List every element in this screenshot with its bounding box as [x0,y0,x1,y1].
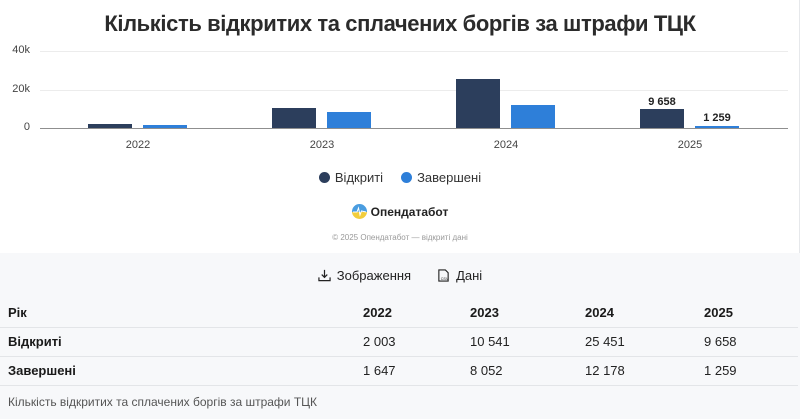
cell-closed-2025: 1 259 [696,356,798,386]
download-data-label: Дані [456,268,483,283]
cell-open-2023: 10 541 [462,327,577,357]
bar-2024-open[interactable] [456,79,500,128]
legend-label-closed: Завершені [417,170,482,185]
legend-item-open[interactable]: Відкриті [318,170,384,185]
x-tick-2024: 2024 [493,139,519,151]
bar-2023-open[interactable] [272,108,316,128]
csv-file-icon: CSV [438,269,449,282]
cell-open-2025: 9 658 [696,327,798,357]
chart-card: Кількість відкритих та сплачених боргів … [0,0,800,253]
bar-label-2025-closed: 1 259 [703,112,731,124]
row-label-closed: Завершені [0,356,355,386]
cell-open-2024: 25 451 [577,327,696,357]
x-tick-2022: 2022 [125,139,151,151]
svg-text:CSV: CSV [441,277,449,281]
cell-open-2022: 2 003 [355,327,462,357]
y-tick-20k: 20k [12,83,30,95]
header-2023: 2023 [462,298,577,328]
bar-2025-closed[interactable] [695,126,739,128]
brand-logo-block[interactable]: Опендатабот [0,204,800,219]
cell-closed-2023: 8 052 [462,356,577,386]
header-year: Рік [0,298,355,328]
opendatabot-logo-icon [351,204,367,219]
header-2022: 2022 [355,298,462,328]
legend-swatch-closed-icon [401,172,413,183]
credit-text: © 2025 Опендатабот — відкриті дані [332,233,468,242]
download-icon [318,269,331,282]
download-data-button[interactable]: CSV Дані [437,268,482,283]
table-row: Відкриті 2 003 10 541 25 451 9 658 [0,327,798,357]
bar-label-2025-open: 9 658 [648,96,676,108]
header-2025: 2025 [696,298,798,328]
data-table: Рік 2022 2023 2024 2025 Відкриті 2 003 1… [0,298,798,386]
x-axis-line [40,128,788,129]
chart-title: Кількість відкритих та сплачених боргів … [104,11,696,36]
x-tick-2025: 2025 [677,139,703,151]
bar-chart-plot: 40k 20k 0 2022 2023 2024 2025 9 658 1 25… [0,0,800,160]
download-image-label: Зображення [336,268,412,283]
bar-2025-open[interactable] [640,109,684,128]
legend-swatch-open-icon [318,172,330,183]
legend-label-open: Відкриті [334,170,384,185]
brand-name: Опендатабот [370,204,449,219]
table-header-row: Рік 2022 2023 2024 2025 [0,298,798,328]
gridline-40k [40,51,788,52]
export-actions: Зображення CSV Дані [0,268,800,283]
bar-2024-closed[interactable] [511,105,555,128]
cell-closed-2022: 1 647 [355,356,462,386]
legend-item-closed[interactable]: Завершені [401,170,481,185]
row-label-open: Відкриті [0,327,355,357]
bar-2023-closed[interactable] [327,112,371,128]
chart-legend: Відкриті Завершені [0,170,800,185]
y-tick-40k: 40k [12,44,30,56]
cell-closed-2024: 12 178 [577,356,696,386]
gridline-20k [40,90,788,91]
bar-2022-closed[interactable] [143,125,187,128]
y-tick-0: 0 [23,121,30,133]
header-2024: 2024 [577,298,696,328]
x-tick-2023: 2023 [309,139,335,151]
table-caption: Кількість відкритих та сплачених боргів … [8,395,318,409]
bar-2022-open[interactable] [88,124,132,128]
table-row: Завершені 1 647 8 052 12 178 1 259 [0,356,798,386]
download-image-button[interactable]: Зображення [318,268,411,283]
